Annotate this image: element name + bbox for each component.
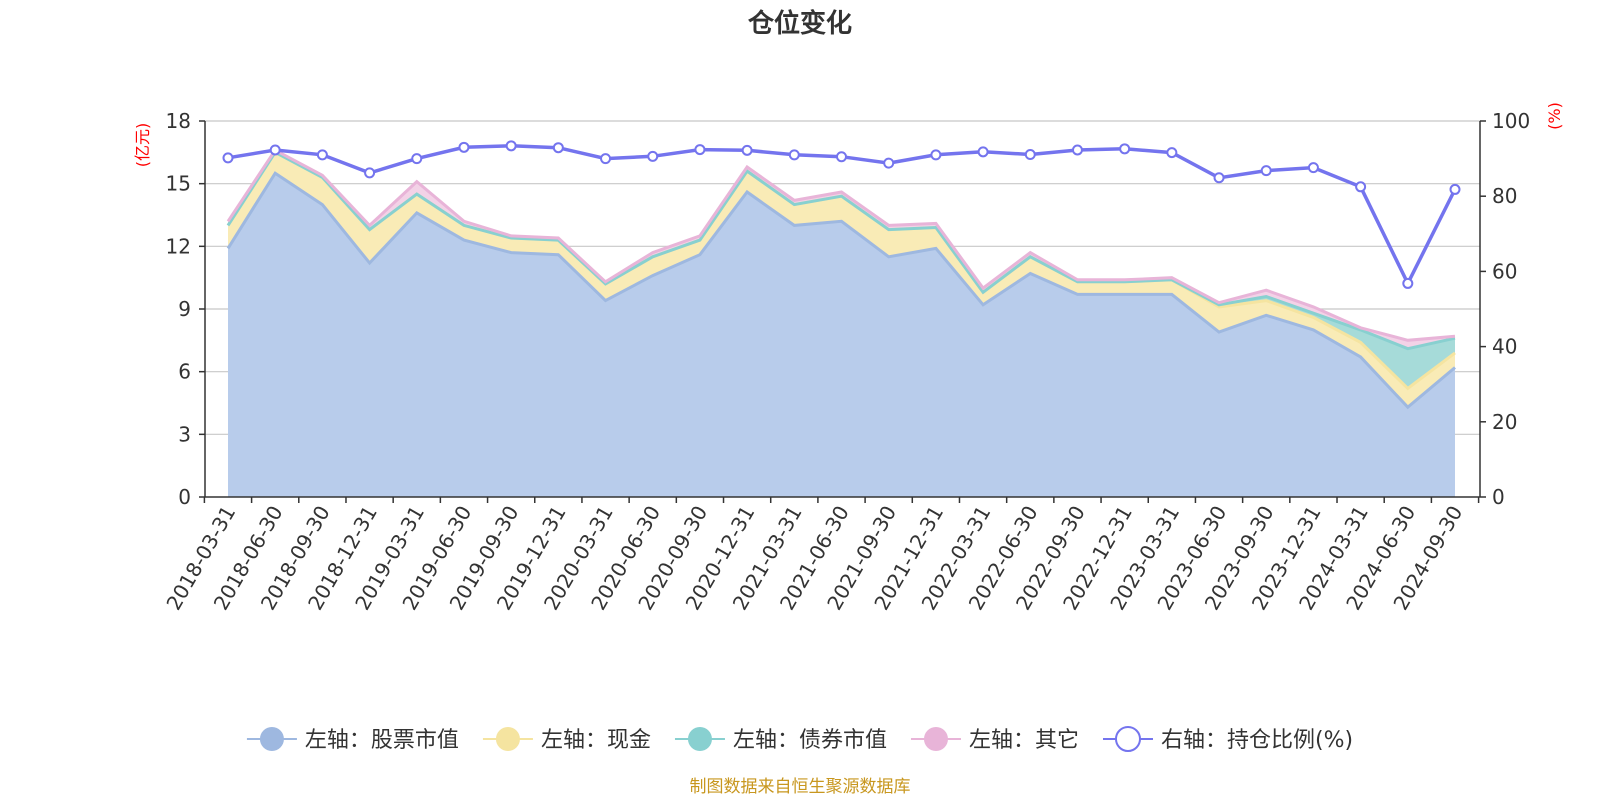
area-2 xyxy=(228,152,1455,408)
ratio-point[interactable] xyxy=(1402,277,1414,289)
legend-circle-icon xyxy=(259,727,284,751)
stacked-areas xyxy=(226,148,1456,497)
legend-circle-icon xyxy=(687,727,712,751)
ratio-point[interactable] xyxy=(1213,172,1225,184)
data-source-footer: 制图数据来自恒生聚源数据库 xyxy=(690,777,911,797)
left-tick-label: 0 xyxy=(178,485,191,509)
legend-label: 左轴：债券市值 xyxy=(733,728,887,753)
ratio-point[interactable] xyxy=(411,153,423,165)
legend-label: 右轴：持仓比例(%) xyxy=(1161,728,1353,753)
legend-item-2[interactable]: 左轴：现金 xyxy=(482,727,651,753)
ratio-line-series xyxy=(222,140,1461,289)
legend-label: 左轴：其它 xyxy=(969,728,1079,753)
ratio-point[interactable] xyxy=(1071,144,1083,156)
left-tick-label: 3 xyxy=(178,422,191,446)
ratio-point[interactable] xyxy=(930,149,942,161)
ratio-point[interactable] xyxy=(647,150,659,162)
left-tick-label: 9 xyxy=(178,297,191,321)
right-axis-unit: (%) xyxy=(1545,102,1564,130)
legend-circle-icon xyxy=(923,727,948,751)
right-tick-label: 40 xyxy=(1492,335,1517,359)
right-tick-label: 60 xyxy=(1492,259,1517,283)
ratio-point[interactable] xyxy=(1166,147,1178,159)
ratio-point[interactable] xyxy=(269,144,281,156)
ratio-point[interactable] xyxy=(364,167,376,179)
ratio-point[interactable] xyxy=(1449,183,1461,195)
legend-item-1[interactable]: 左轴：股票市值 xyxy=(246,727,459,753)
chart-title: 仓位变化 xyxy=(747,8,852,39)
legend-item-3[interactable]: 左轴：债券市值 xyxy=(674,727,887,753)
legend-label: 左轴：股票市值 xyxy=(305,728,459,753)
legend-label: 左轴：现金 xyxy=(541,728,651,753)
right-tick-label: 80 xyxy=(1492,184,1517,208)
left-axis-unit: (亿元) xyxy=(133,123,152,168)
ratio-point[interactable] xyxy=(1355,181,1367,193)
ratio-point[interactable] xyxy=(694,144,706,156)
ratio-point[interactable] xyxy=(1260,165,1272,177)
ratio-point[interactable] xyxy=(600,153,612,165)
left-tick-label: 12 xyxy=(166,234,191,258)
ratio-point[interactable] xyxy=(1307,162,1319,174)
left-tick-label: 6 xyxy=(178,360,191,384)
area-edge-4 xyxy=(226,148,1456,342)
ratio-point[interactable] xyxy=(316,149,328,161)
ratio-point[interactable] xyxy=(883,157,895,169)
ratio-point[interactable] xyxy=(458,141,470,153)
ratio-point[interactable] xyxy=(977,146,989,158)
legend-hollow-circle-icon xyxy=(1114,726,1141,752)
ratio-point[interactable] xyxy=(1024,148,1036,160)
left-tick-label: 18 xyxy=(166,109,191,133)
left-tick-label: 15 xyxy=(166,172,191,196)
area-edge-3 xyxy=(226,150,1456,351)
legend-circle-icon xyxy=(495,727,520,751)
ratio-point[interactable] xyxy=(505,140,517,152)
ratio-point[interactable] xyxy=(741,144,753,156)
area-edge-1 xyxy=(226,171,1456,410)
ratio-point[interactable] xyxy=(788,149,800,161)
right-tick-label: 0 xyxy=(1492,485,1505,509)
ratio-point[interactable] xyxy=(1119,143,1131,155)
legend-item-5[interactable]: 右轴：持仓比例(%) xyxy=(1102,726,1353,753)
right-tick-label: 20 xyxy=(1492,410,1517,434)
legend-item-4[interactable]: 左轴：其它 xyxy=(910,727,1079,753)
ratio-point[interactable] xyxy=(836,151,847,163)
right-tick-label: 100 xyxy=(1492,109,1530,133)
ratio-point[interactable] xyxy=(552,142,564,154)
ratio-point[interactable] xyxy=(222,152,234,164)
legend[interactable]: 左轴：股票市值 左轴：现金 左轴：债券市值 左轴：其它 右轴：持仓比例(%) xyxy=(246,726,1353,753)
